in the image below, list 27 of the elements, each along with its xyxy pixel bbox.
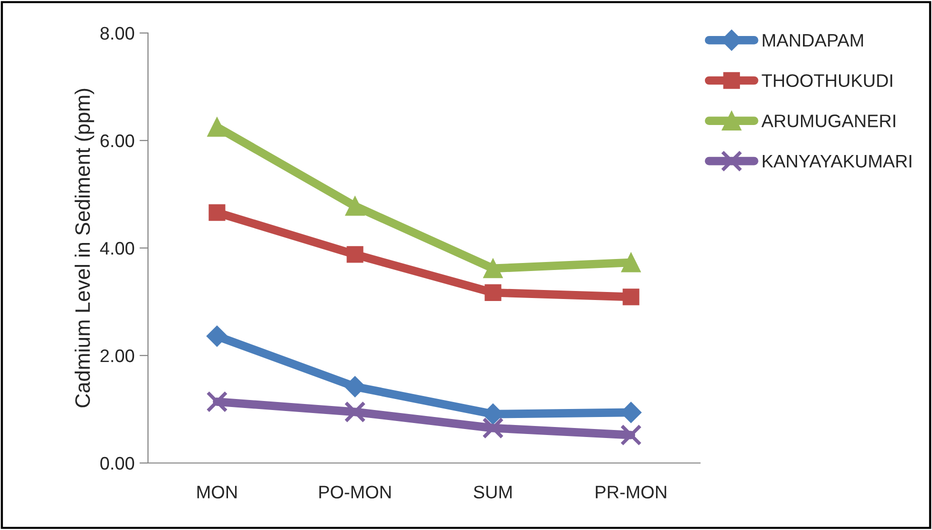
point — [622, 288, 640, 306]
point — [483, 258, 503, 278]
x-tick-label: MON — [197, 486, 237, 498]
point — [346, 246, 364, 263]
y-tick-label: 0.00 — [100, 456, 134, 470]
y-tick-label: 8.00 — [100, 26, 134, 40]
legend-label: KANYAYAKUMARI — [762, 155, 912, 168]
point — [344, 401, 366, 423]
point — [484, 284, 502, 301]
point — [345, 196, 365, 216]
point — [621, 252, 641, 272]
y-tick-label: 6.00 — [100, 134, 134, 148]
legend-label: THOOTHUKUDI — [762, 74, 892, 87]
point — [620, 424, 642, 446]
legend-label: ARUMUGANERI — [761, 114, 896, 128]
point — [206, 390, 228, 412]
y-axis-title: Cadmium Level in Sediment (ppm) — [74, 88, 94, 408]
point — [206, 326, 228, 347]
point — [208, 204, 226, 221]
y-tick-label: 4.00 — [100, 242, 134, 255]
point — [207, 117, 227, 137]
point — [482, 417, 504, 439]
y-tick-label: 2.00 — [100, 349, 134, 362]
legend-label: MANDAPAM — [762, 34, 863, 47]
x-tick-label: SUM — [474, 486, 512, 498]
x-tick-label: PR-MON — [596, 486, 666, 498]
x-tick-label: PO-MON — [319, 486, 391, 498]
